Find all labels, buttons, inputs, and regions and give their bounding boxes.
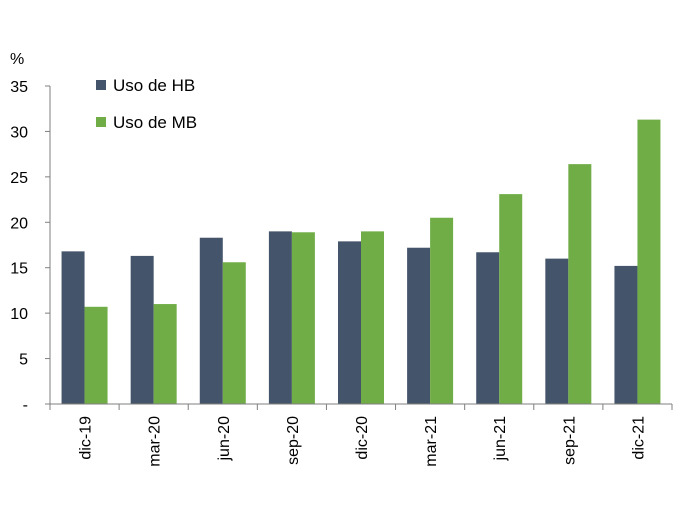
bar-uso-mb <box>499 194 523 404</box>
y-tick-label: - <box>23 397 28 414</box>
y-tick-label: 35 <box>10 79 28 96</box>
bars-group <box>61 119 661 405</box>
bar-uso-hb <box>338 241 361 404</box>
y-tick-label: 5 <box>19 352 28 369</box>
legend-label: Uso de MB <box>113 113 197 132</box>
bar-uso-mb <box>153 304 177 404</box>
x-tick-label: sep-20 <box>285 416 302 465</box>
bar-uso-hb <box>199 237 223 404</box>
bar-uso-mb <box>291 232 315 404</box>
y-axis: - 5 10 15 20 25 30 35 <box>10 79 51 414</box>
y-tick-label: 15 <box>10 261 28 278</box>
x-tick-label: sep-21 <box>561 416 578 465</box>
y-tick-label: 25 <box>10 170 28 187</box>
bar-uso-hb <box>61 251 85 404</box>
bar-uso-mb <box>361 231 384 404</box>
y-tick-label: 30 <box>10 124 28 141</box>
x-axis: dic-19 mar-20 jun-20 sep-20 dic-20 mar-21 jun-… <box>49 403 673 467</box>
x-tick-label: jun-21 <box>492 416 509 462</box>
legend-label: Uso de HB <box>113 76 195 95</box>
bar-uso-hb <box>407 247 431 404</box>
x-tick-label: dic-21 <box>630 416 647 460</box>
bar-uso-mb <box>430 217 454 404</box>
bar-uso-mb <box>637 119 661 405</box>
x-tick-label: dic-20 <box>354 416 371 460</box>
bar-uso-mb <box>222 262 246 404</box>
x-tick-label: dic-19 <box>78 416 95 460</box>
legend-swatch <box>96 117 106 127</box>
x-tick-label: mar-21 <box>423 416 440 467</box>
y-tick-label: 10 <box>10 306 28 323</box>
bar-uso-mb <box>568 164 592 404</box>
bar-uso-hb <box>614 265 638 404</box>
legend: Uso de HB Uso de MB <box>96 76 197 132</box>
bar-uso-hb <box>130 255 154 404</box>
bar-uso-mb <box>84 306 108 404</box>
y-tick-label: 20 <box>10 215 28 232</box>
x-tick-label: jun-20 <box>216 416 233 462</box>
x-tick-label: mar-20 <box>147 416 164 467</box>
y-unit-label: % <box>10 51 24 68</box>
bar-uso-hb <box>545 258 569 404</box>
bar-uso-hb <box>268 231 292 404</box>
bar-uso-hb <box>476 252 500 404</box>
legend-swatch <box>96 80 106 90</box>
